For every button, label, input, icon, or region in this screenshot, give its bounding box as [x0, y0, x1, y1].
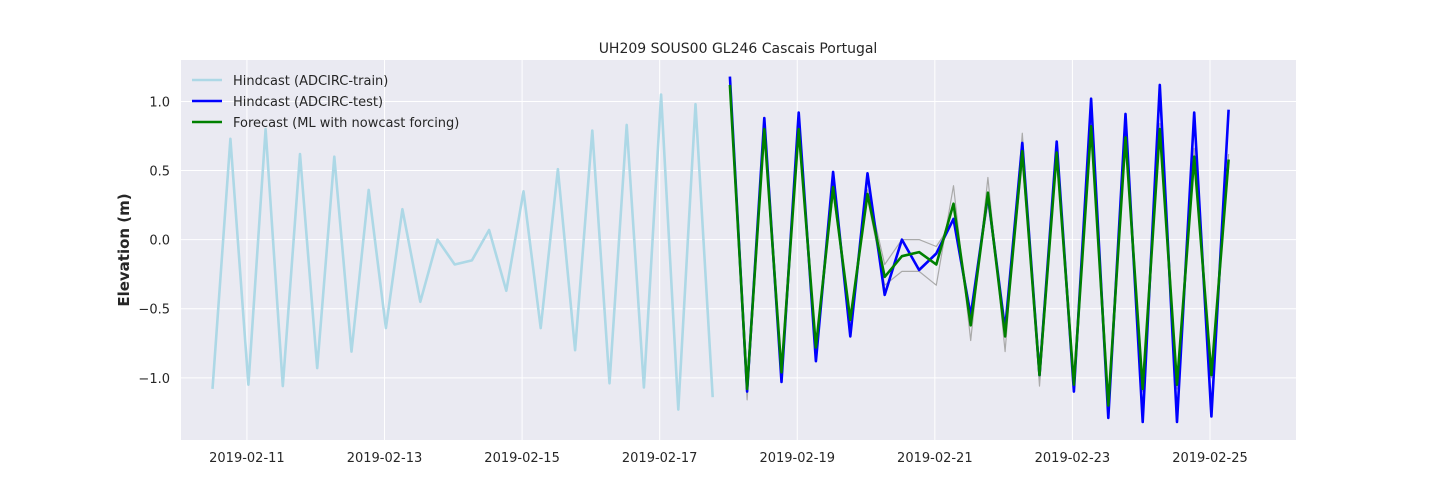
x-tick-labels: 2019-02-11 2019-02-13 2019-02-15 2019-02-17… — [209, 451, 1248, 466]
y-tick-label: −0.5 — [138, 303, 170, 318]
y-tick-label: 1.0 — [149, 95, 170, 110]
chart-title: UH209 SOUS00 GL246 Cascais Portugal — [599, 41, 878, 57]
legend-label: Forecast (ML with nowcast forcing) — [233, 116, 459, 131]
series-line — [211, 93, 714, 411]
x-tick-label: 2019-02-15 — [484, 451, 560, 466]
y-tick-label: −1.0 — [138, 372, 170, 387]
legend-label: Hindcast (ADCIRC-test) — [233, 95, 383, 110]
series-line — [728, 84, 1230, 407]
y-tick-label: 0.0 — [149, 234, 170, 249]
x-tick-label: 2019-02-23 — [1035, 451, 1111, 466]
y-tick-labels: 1.0 0.5 0.0 −0.5 −1.0 — [138, 95, 170, 386]
x-tick-label: 2019-02-19 — [759, 451, 835, 466]
x-tick-label: 2019-02-13 — [347, 451, 423, 466]
x-tick-label: 2019-02-21 — [897, 451, 973, 466]
legend-label: Hindcast (ADCIRC-train) — [233, 74, 388, 89]
x-tick-label: 2019-02-25 — [1172, 451, 1248, 466]
x-tick-label: 2019-02-17 — [622, 451, 698, 466]
series-lines — [211, 76, 1230, 424]
legend: Hindcast (ADCIRC-train) Hindcast (ADCIRC-… — [192, 74, 459, 131]
x-tick-label: 2019-02-11 — [209, 451, 285, 466]
y-axis-label: Elevation (m) — [115, 193, 133, 306]
y-tick-label: 0.5 — [149, 165, 170, 180]
